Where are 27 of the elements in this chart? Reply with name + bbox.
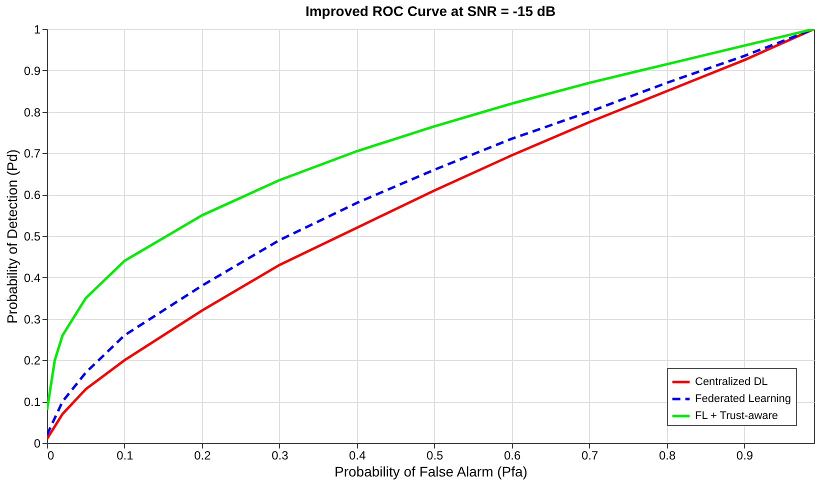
y-tick-label: 0.3 (24, 312, 41, 326)
y-tick-label: 0.7 (24, 146, 41, 161)
x-tick-label: 0.2 (194, 448, 212, 462)
y-axis-title: Probability of Detection (Pd) (4, 149, 20, 324)
chart-title: Improved ROC Curve at SNR = -15 dB (305, 3, 556, 19)
y-tick-label: 0.1 (24, 395, 41, 410)
x-tick-label: 0.3 (272, 448, 289, 462)
y-tick-label: 0 (34, 436, 41, 450)
y-tick-label: 0.5 (24, 230, 41, 244)
x-tick-label: 0.1 (116, 448, 134, 462)
y-tick-label: 0.6 (24, 188, 41, 202)
x-tick-label: 0.7 (581, 448, 598, 462)
x-tick-label: 0.8 (658, 448, 676, 462)
y-tick-label: 0.9 (24, 64, 41, 78)
y-tick-label: 1 (34, 22, 41, 36)
x-tick-label: 0.4 (349, 448, 366, 462)
y-tick-label: 0.2 (24, 354, 41, 368)
x-tick-label: 0.5 (426, 448, 444, 462)
x-axis-title: Probability of False Alarm (Pfa) (334, 464, 528, 480)
legend-label: Centralized DL (695, 376, 768, 388)
y-tick-label: 0.4 (24, 270, 41, 285)
legend-label: FL + Trust-aware (695, 410, 778, 422)
x-tick-label: 0.6 (504, 448, 522, 462)
x-tick-label: 0 (48, 448, 54, 462)
legend-label: Federated Learning (695, 393, 792, 405)
y-tick-label: 0.8 (24, 105, 41, 120)
x-tick-label: 0.9 (736, 448, 754, 462)
